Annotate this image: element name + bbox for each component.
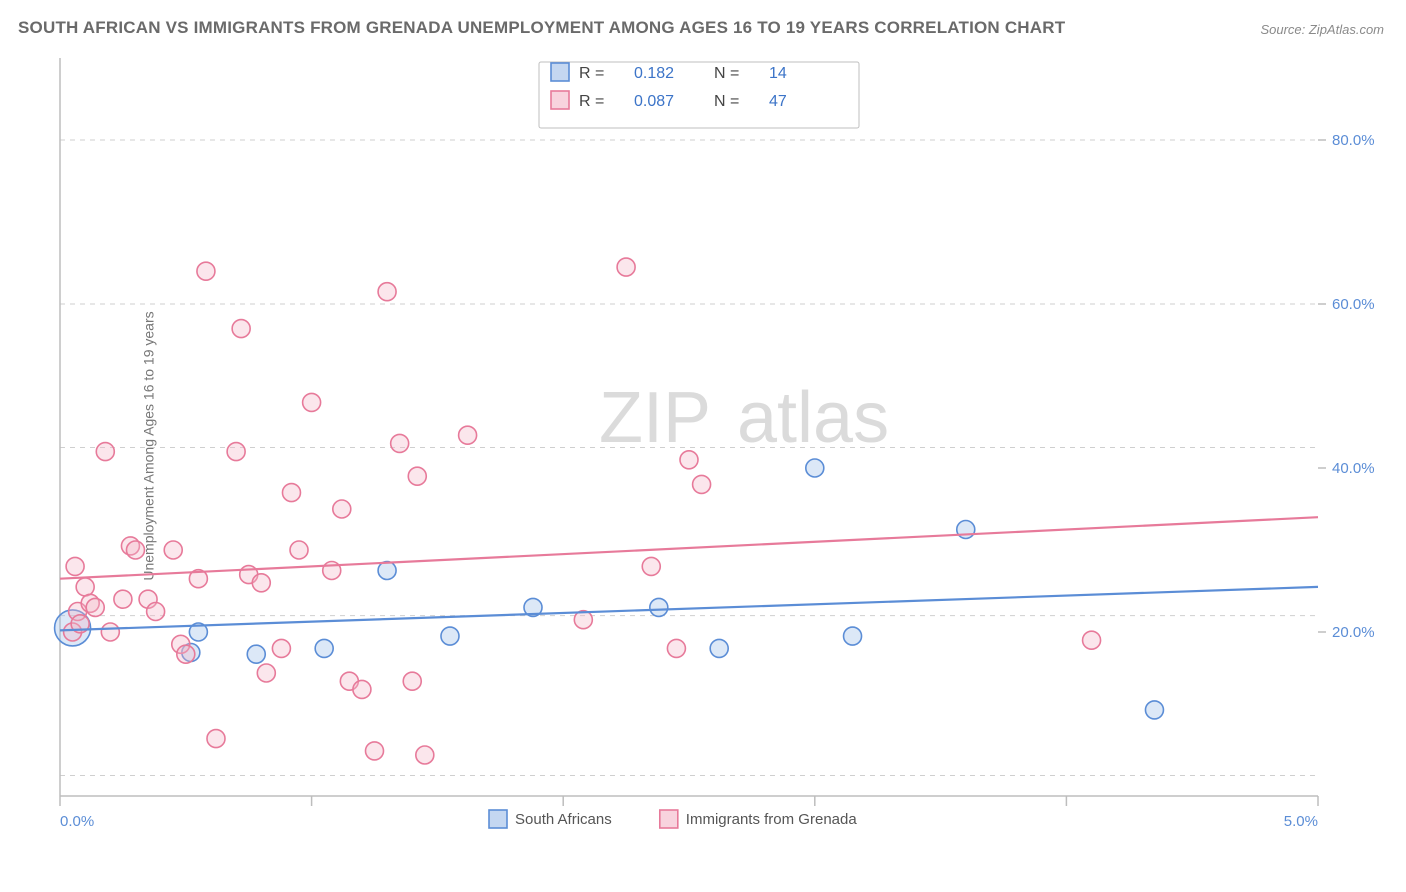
x-tick-label: 5.0% (1284, 813, 1318, 830)
data-point (257, 664, 275, 682)
data-point (459, 426, 477, 444)
data-point (844, 627, 862, 645)
bottom-legend-label: Immigrants from Grenada (686, 811, 858, 828)
data-point (207, 730, 225, 748)
data-point (252, 574, 270, 592)
legend-r-label: R = (579, 65, 604, 82)
data-point (227, 443, 245, 461)
data-point (642, 557, 660, 575)
data-point (617, 258, 635, 276)
series-0 (55, 459, 1164, 719)
data-point (147, 603, 165, 621)
watermark: ZIP atlas (599, 378, 889, 458)
plot-area: ZIP atlas 0.0% 5.0% 20.0% 40.0% 60.0% 80.0% R = 0… (50, 58, 1386, 834)
data-point (378, 562, 396, 580)
svg-text:ZIP: ZIP (599, 378, 711, 458)
data-point (680, 451, 698, 469)
data-point (303, 393, 321, 411)
legend-n-value: 14 (769, 65, 787, 82)
data-point (710, 639, 728, 657)
data-point (408, 467, 426, 485)
data-point (353, 680, 371, 698)
source-attribution: Source: ZipAtlas.com (1260, 22, 1384, 37)
data-point (441, 627, 459, 645)
y-tick-label: 60.0% (1332, 296, 1375, 313)
bottom-legend-swatch (489, 810, 507, 828)
data-point (282, 484, 300, 502)
data-point (232, 320, 250, 338)
data-point (114, 590, 132, 608)
data-point (290, 541, 308, 559)
data-point (391, 434, 409, 452)
data-point (86, 598, 104, 616)
data-point (1083, 631, 1101, 649)
svg-text:atlas: atlas (737, 378, 889, 458)
chart-container: SOUTH AFRICAN VS IMMIGRANTS FROM GRENADA… (0, 0, 1406, 892)
data-point (164, 541, 182, 559)
y-tick-label: 40.0% (1332, 460, 1375, 477)
data-point (101, 623, 119, 641)
data-point (197, 262, 215, 280)
data-point (247, 645, 265, 663)
legend-swatch (551, 63, 569, 81)
legend-n-value: 47 (769, 93, 787, 110)
data-point (378, 283, 396, 301)
data-point (667, 639, 685, 657)
scatter-plot-svg: ZIP atlas 0.0% 5.0% 20.0% 40.0% 60.0% 80.0% R = 0… (50, 58, 1386, 834)
data-point (650, 598, 668, 616)
data-point (96, 443, 114, 461)
trend-line (60, 587, 1318, 630)
data-point (1145, 701, 1163, 719)
y-tick-label: 20.0% (1332, 624, 1375, 641)
data-point (806, 459, 824, 477)
trend-line (60, 517, 1318, 579)
bottom-legend-label: South Africans (515, 811, 612, 828)
data-point (76, 578, 94, 596)
bottom-legend-swatch (660, 810, 678, 828)
data-point (315, 639, 333, 657)
data-point (177, 645, 195, 663)
legend-swatch (551, 91, 569, 109)
legend-r-value: 0.087 (634, 93, 674, 110)
series-1 (64, 258, 1101, 764)
legend-r-value: 0.182 (634, 65, 674, 82)
data-point (333, 500, 351, 518)
data-point (693, 475, 711, 493)
data-point (416, 746, 434, 764)
chart-title: SOUTH AFRICAN VS IMMIGRANTS FROM GRENADA… (18, 18, 1065, 38)
data-point (272, 639, 290, 657)
data-point (403, 672, 421, 690)
data-point (126, 541, 144, 559)
y-tick-label: 80.0% (1332, 132, 1375, 149)
legend-n-label: N = (714, 93, 739, 110)
legend-n-label: N = (714, 65, 739, 82)
data-point (66, 557, 84, 575)
legend-r-label: R = (579, 93, 604, 110)
data-point (366, 742, 384, 760)
x-tick-label: 0.0% (60, 813, 94, 830)
